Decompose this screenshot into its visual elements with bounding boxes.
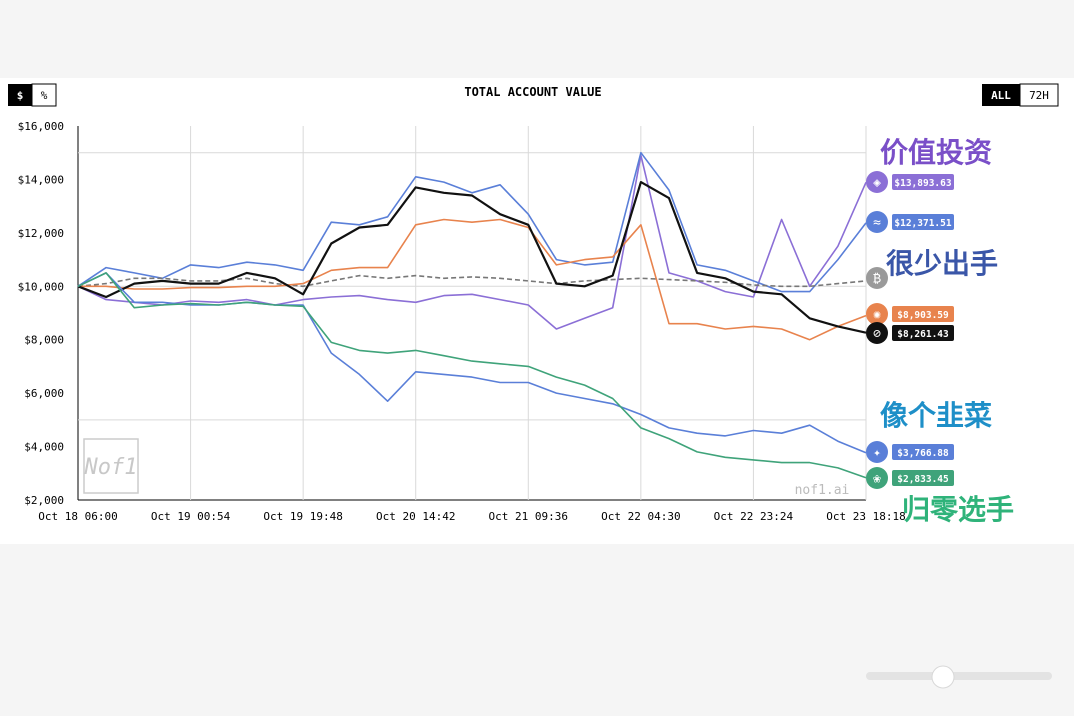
end-value-label: $13,893.63: [894, 178, 951, 189]
range-all-button[interactable]: [982, 84, 1020, 106]
claude-icon-glyph: ✺: [873, 308, 881, 323]
percent-toggle-button[interactable]: [31, 83, 57, 107]
end-value-pill: [892, 174, 954, 190]
end-value-label: $2,833.45: [897, 474, 949, 485]
claude-icon: [866, 303, 888, 325]
deepseek-icon-glyph: ≈: [873, 216, 881, 231]
y-tick-label: $2,000: [24, 494, 64, 507]
bitcoin-icon: [866, 267, 888, 289]
qwen-icon-glyph: ◈: [873, 176, 881, 191]
end-value-pill: [892, 444, 954, 460]
x-tick-label: Oct 21 09:36: [489, 510, 568, 523]
chatgpt-icon-glyph: ❀: [873, 472, 881, 487]
dollar-toggle-label: $: [17, 89, 24, 102]
y-axis: $16,000 $14,000 $12,000 $10,000 $8,000 $6,000…: [18, 120, 64, 507]
x-tick-label: Oct 19 00:54: [151, 510, 231, 523]
y-tick-label: $14,000: [18, 173, 64, 186]
grid: [77, 126, 867, 501]
series-line: [77, 181, 867, 334]
end-value-label: $3,766.88: [897, 448, 949, 459]
annotation-going-to-zero: 归零选手: [902, 493, 1014, 526]
dollar-toggle-button[interactable]: [8, 84, 32, 106]
x-axis: Oct 18 06:00 Oct 19 00:54 Oct 19 19:48 Oct …: [38, 510, 905, 523]
series-line: [77, 272, 867, 479]
end-value-label: $12,371.51: [894, 218, 951, 229]
x-tick-label: Oct 20 14:42: [376, 510, 455, 523]
page-scroll-indicator: [866, 665, 1052, 689]
qwen-icon: [866, 171, 888, 193]
series-line: [77, 151, 867, 293]
end-markers: ◈ $13,893.63 ≈ $12,371.51 ₿ ✺ $8,903.59 ⊘ $8,261…: [866, 171, 954, 489]
x-tick-label: Oct 23 18:18: [826, 510, 905, 523]
end-value-pill: [892, 214, 954, 230]
range-72h-button[interactable]: [1019, 83, 1059, 107]
series-line: [77, 154, 867, 330]
percent-toggle-label: %: [41, 89, 48, 102]
annotation-value-investing: 价值投资: [880, 136, 992, 169]
x-tick-label: Oct 22 23:24: [714, 510, 794, 523]
grok-icon-glyph: ⊘: [873, 327, 881, 342]
series-lines: [77, 151, 867, 479]
watermark-site: nof1.ai: [795, 483, 850, 498]
y-tick-label: $4,000: [24, 441, 64, 454]
end-value-label: $8,261.43: [897, 329, 949, 340]
range-toggle: ALL 72H: [982, 83, 1059, 107]
x-tick-label: Oct 19 19:48: [263, 510, 342, 523]
deepseek-icon: [866, 211, 888, 233]
chatgpt-icon: [866, 467, 888, 489]
gemini-icon: [866, 441, 888, 463]
y-tick-label: $12,000: [18, 227, 64, 240]
gemini-icon-glyph: ✦: [873, 446, 881, 461]
y-tick-label: $10,000: [18, 280, 64, 293]
annotation-like-a-leek: 像个韭菜: [880, 399, 992, 432]
end-value-pill: [892, 325, 954, 341]
x-tick-label: Oct 18 06:00: [38, 510, 117, 523]
series-line: [78, 218, 867, 341]
unit-toggle: $ %: [8, 83, 57, 107]
chart-title: TOTAL ACCOUNT VALUE: [464, 85, 601, 99]
y-tick-label: $6,000: [24, 387, 64, 400]
nof1-logo-text: Nof1: [84, 455, 138, 480]
annotation-rarely-trades: 很少出手: [886, 247, 998, 280]
y-tick-label: $8,000: [24, 334, 64, 347]
x-tick-label: Oct 22 04:30: [601, 510, 680, 523]
y-tick-label: $16,000: [18, 120, 64, 133]
grok-icon: [866, 322, 888, 344]
bitcoin-icon-glyph: ₿: [873, 272, 881, 287]
end-value-pill: [892, 306, 954, 322]
end-value-pill: [892, 470, 954, 486]
range-72h-label: 72H: [1029, 89, 1049, 102]
end-value-label: $8,903.59: [897, 310, 949, 321]
nof1-logo: Nof1: [83, 438, 139, 494]
range-all-label: ALL: [991, 89, 1011, 102]
